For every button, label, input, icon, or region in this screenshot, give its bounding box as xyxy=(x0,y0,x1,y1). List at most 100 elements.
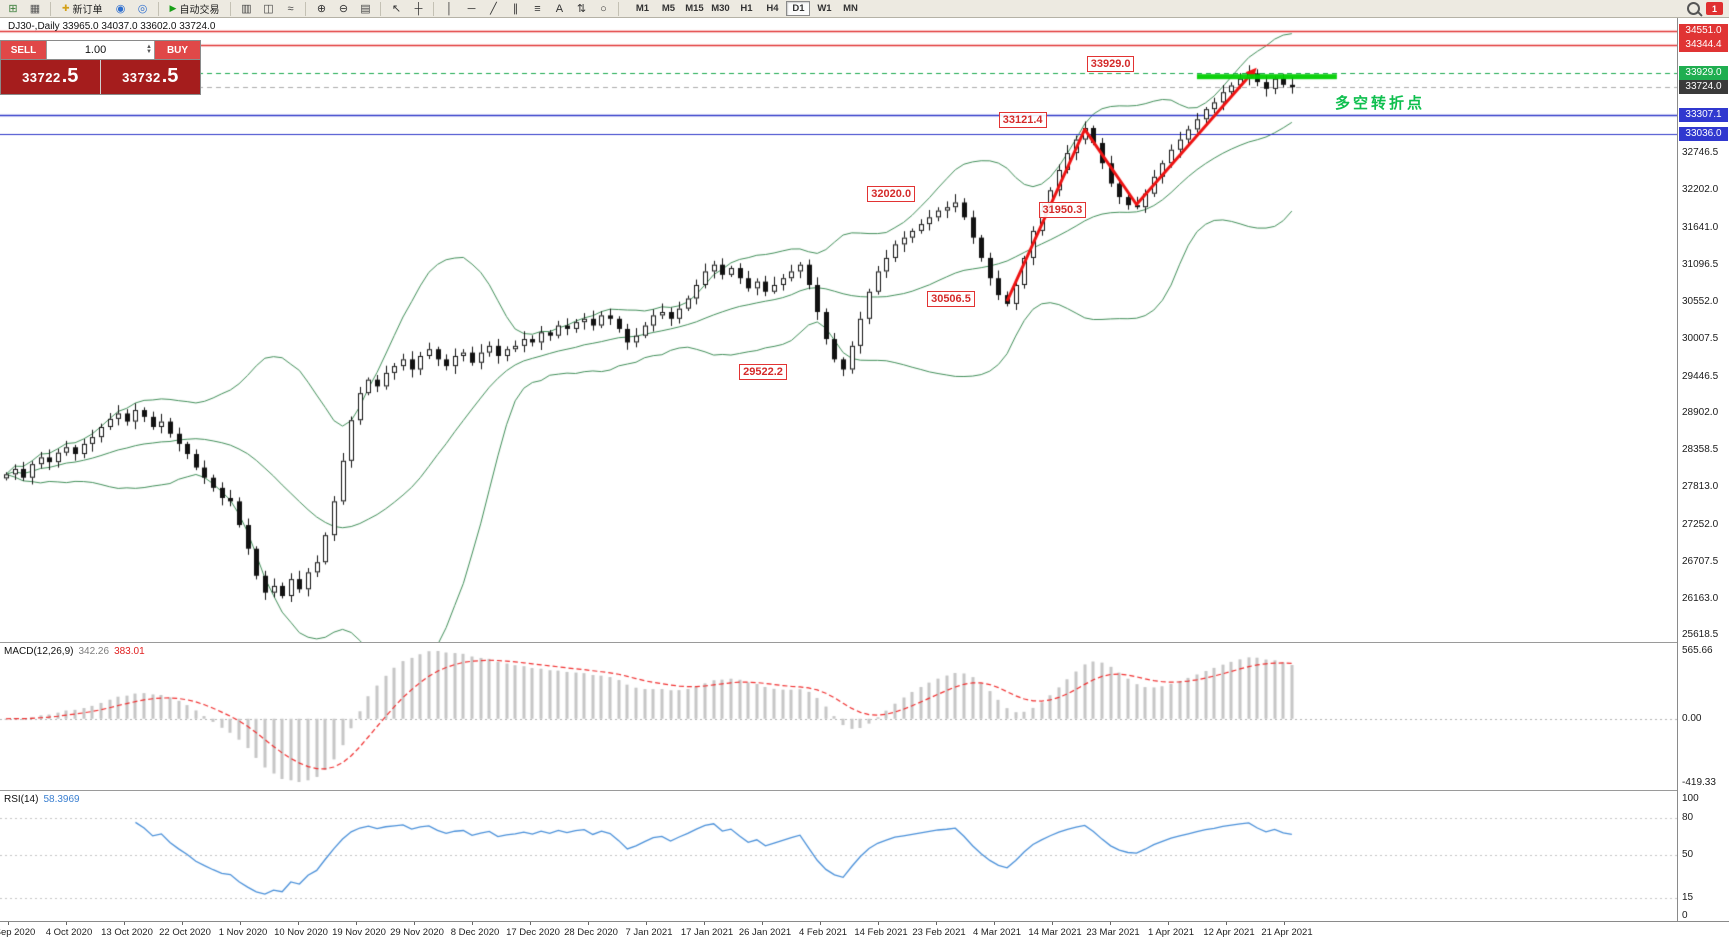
macd-pane-canvas[interactable] xyxy=(0,643,1677,790)
time-axis-tick xyxy=(240,922,241,925)
price-axis-label: 26707.5 xyxy=(1682,555,1719,567)
candlestick-chart-icon[interactable]: ◫ xyxy=(258,1,278,17)
vertical-line-icon[interactable]: │ xyxy=(439,1,459,17)
price-annotation-box: 30506.5 xyxy=(927,290,975,307)
sell-price-pip: .5 xyxy=(61,65,79,87)
price-axis-label: 28358.5 xyxy=(1682,444,1719,456)
macd-axis-label: -419.33 xyxy=(1682,777,1716,788)
time-axis[interactable]: 4 Sep 2020 4 Oct 2020 13 Oct 2020 22 Oct 20… xyxy=(0,921,1729,942)
buy-price-pip: .5 xyxy=(161,65,179,87)
zoom-in-icon[interactable]: ⊕ xyxy=(311,1,331,17)
price-axis[interactable]: 32746.5 32202.0 31641.0 31096.5 30552.0 30007… xyxy=(1677,18,1729,921)
toolbar-separator xyxy=(157,1,159,16)
sell-button[interactable]: SELL xyxy=(1,41,46,59)
autotrade-icon: ▶ xyxy=(169,3,177,13)
toolbar-left-group: ⊞ ▦ ✚ 新订单 ◉ ◎ ▶ 自动交易 ▥ ◫ ≈ ⊕ ⊖ ▤ ↖ ┼ │ ─ ╱ ∥ ≡ A ⇅ ○ xyxy=(2,1,623,17)
new-order-button-label: 新订单 xyxy=(72,5,103,16)
volume-down-icon[interactable]: ▼ xyxy=(146,49,152,55)
rsi-axis-label: 100 xyxy=(1682,793,1699,804)
time-axis-tick xyxy=(1168,922,1169,925)
date-label: 21 Apr 2021 xyxy=(1261,927,1313,938)
rsi-axis-label: 50 xyxy=(1682,849,1694,860)
crosshair-icon[interactable]: ┼ xyxy=(408,1,428,17)
date-label: 19 Nov 2020 xyxy=(332,927,386,938)
pane-separator[interactable] xyxy=(0,642,1729,643)
autotrade-button-label: 自动交易 xyxy=(179,5,220,16)
timeframe-h4[interactable]: H4 xyxy=(760,1,784,16)
sell-price[interactable]: 33722 .5 xyxy=(1,60,101,94)
timeframe-m1[interactable]: M1 xyxy=(630,1,654,16)
arrows-tool-icon[interactable]: ⇅ xyxy=(571,1,591,17)
text-label-icon[interactable]: A xyxy=(549,1,569,17)
rsi-name: RSI(14) xyxy=(4,794,39,805)
notifications-badge[interactable]: 1 xyxy=(1706,2,1723,15)
date-label: 13 Oct 2020 xyxy=(101,927,153,938)
price-axis-label: 31641.0 xyxy=(1682,222,1719,234)
time-axis-tick xyxy=(356,922,357,925)
buy-price-main: 33732 xyxy=(122,70,161,85)
bar-chart-icon[interactable]: ▥ xyxy=(236,1,256,17)
new-chart-icon[interactable]: ⊞ xyxy=(3,1,23,17)
timeframe-w1[interactable]: W1 xyxy=(812,1,836,16)
timeframe-m30[interactable]: M30 xyxy=(708,1,732,16)
zoom-out-icon[interactable]: ⊖ xyxy=(333,1,353,17)
timeframe-group: M1 M5 M15 M30 H1 H4 D1 W1 MN xyxy=(629,1,863,16)
macd-axis-label: 565.66 xyxy=(1682,645,1713,656)
pane-separator[interactable] xyxy=(0,790,1729,791)
timeframe-m5[interactable]: M5 xyxy=(656,1,680,16)
date-label: 4 Oct 2020 xyxy=(45,927,93,938)
cursor-icon[interactable]: ↖ xyxy=(386,1,406,17)
new-order-icon: ✚ xyxy=(62,3,70,13)
timeframe-m15[interactable]: M15 xyxy=(682,1,706,16)
date-label: 12 Apr 2021 xyxy=(1203,927,1255,938)
community-icon[interactable]: ◎ xyxy=(133,1,153,17)
date-label: 1 Nov 2020 xyxy=(218,927,268,938)
price-annotation-box: 33929.0 xyxy=(1086,56,1135,73)
date-label: 23 Feb 2021 xyxy=(912,927,966,938)
search-icon[interactable] xyxy=(1687,2,1700,15)
price-axis-label: 32746.5 xyxy=(1682,147,1719,159)
line-chart-icon[interactable]: ≈ xyxy=(280,1,300,17)
toolbar-right-group: 1 xyxy=(1687,2,1727,15)
price-tag: 34344.4 xyxy=(1679,38,1728,53)
volume-up-icon[interactable]: ▲ xyxy=(146,44,152,50)
volume-stepper[interactable]: 1.00 ▲ ▼ xyxy=(46,41,155,59)
tile-windows-icon[interactable]: ▤ xyxy=(355,1,375,17)
buy-button[interactable]: BUY xyxy=(155,41,200,59)
rsi-value: 58.3969 xyxy=(43,794,80,805)
macd-signal-value: 383.01 xyxy=(114,646,145,657)
macd-main-value: 342.26 xyxy=(78,646,110,657)
new-order-button[interactable]: ✚ 新订单 xyxy=(57,1,108,17)
autotrade-button[interactable]: ▶ 自动交易 xyxy=(165,1,225,17)
date-label: 17 Jan 2021 xyxy=(680,927,734,938)
price-axis-label: 27813.0 xyxy=(1682,480,1719,492)
date-label: 4 Feb 2021 xyxy=(798,927,848,938)
timeframe-d1[interactable]: D1 xyxy=(786,1,811,16)
shapes-icon[interactable]: ○ xyxy=(593,1,613,17)
toolbar-separator xyxy=(50,1,51,16)
price-axis-label: 27252.0 xyxy=(1682,518,1719,530)
timeframe-mn[interactable]: MN xyxy=(838,1,862,16)
price-axis-label: 30552.0 xyxy=(1682,295,1719,307)
time-axis-tick xyxy=(820,922,821,925)
price-axis-label: 31096.5 xyxy=(1682,258,1719,270)
date-label: 26 Jan 2021 xyxy=(738,927,792,938)
timeframe-h1[interactable]: H1 xyxy=(734,1,758,16)
time-axis-tick xyxy=(414,922,415,925)
fibonacci-icon[interactable]: ≡ xyxy=(527,1,547,17)
chart-title: DJ30-,Daily 33965.0 34037.0 33602.0 3372… xyxy=(8,21,216,32)
chart-profiles-icon[interactable]: ▦ xyxy=(25,1,45,17)
time-axis-tick xyxy=(8,922,9,925)
trendline-icon[interactable]: ╱ xyxy=(483,1,503,17)
channel-icon[interactable]: ∥ xyxy=(505,1,525,17)
buy-price[interactable]: 33732 .5 xyxy=(100,60,200,94)
time-axis-tick xyxy=(588,922,589,925)
rsi-axis-label: 0 xyxy=(1682,910,1688,921)
volume-value[interactable]: 1.00 xyxy=(84,44,107,56)
time-axis-tick xyxy=(124,922,125,925)
market-depth-icon[interactable]: ◉ xyxy=(111,1,131,17)
main-chart-canvas[interactable] xyxy=(0,18,1677,642)
rsi-pane-canvas[interactable] xyxy=(0,791,1677,921)
horizontal-line-icon[interactable]: ─ xyxy=(461,1,481,17)
